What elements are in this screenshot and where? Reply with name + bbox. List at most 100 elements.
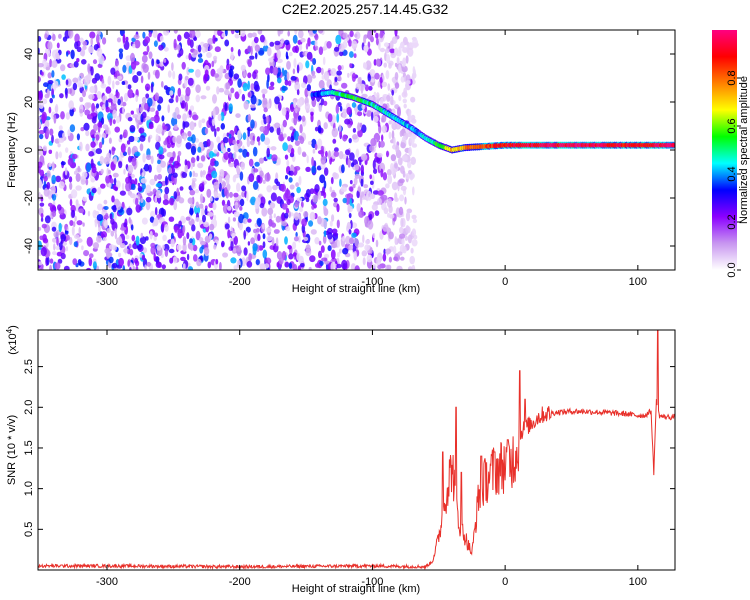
spectrogram-cell [407, 47, 414, 57]
spectrogram-cell [118, 161, 123, 169]
spectrogram-cell [46, 181, 51, 190]
spectrogram-cell [142, 247, 148, 254]
spectrogram-cell [249, 104, 256, 109]
spectrogram-cell [192, 114, 199, 121]
spectrogram-cell [306, 155, 309, 164]
spectrogram-cell [126, 207, 133, 216]
spectrogram-cell [164, 248, 169, 257]
spectrogram-cell [177, 150, 182, 157]
spectrogram-cell [46, 127, 50, 137]
spectrogram-cell [312, 30, 317, 34]
spectrogram-cell [160, 160, 167, 168]
spectrogram-cell [311, 156, 314, 167]
spectrogram-cell [187, 130, 192, 137]
spectrogram-cell [96, 265, 100, 270]
spectrogram-cell [157, 159, 161, 165]
spectrogram-cell [195, 84, 201, 93]
spectrogram-cell [388, 231, 394, 240]
spectrogram-cell [80, 127, 85, 132]
spectrogram-cell [102, 37, 107, 45]
spectrogram-cell [284, 39, 290, 46]
spectrogram-y-tick-label: -40 [23, 238, 35, 254]
spectrogram-cell [193, 254, 198, 262]
spectrogram-cell [144, 264, 147, 270]
spectrogram-cell [153, 232, 159, 237]
spectrogram-cell [282, 119, 287, 128]
spectrogram-cell [163, 243, 170, 252]
spectrogram-cell [389, 214, 395, 219]
spectrogram-cell [345, 149, 351, 156]
spectrogram-cell [212, 94, 217, 104]
spectrogram-cell [109, 178, 114, 184]
spectrogram-cell [224, 30, 228, 37]
spectrogram-cell [233, 235, 238, 246]
spectrogram-cell [380, 168, 384, 178]
spectrogram-cell [278, 102, 282, 111]
spectrogram-cell [58, 151, 63, 159]
spectrogram-cell [284, 261, 290, 268]
spectrogram-cell [274, 96, 280, 105]
spectrogram-cell [39, 180, 42, 189]
spectrogram-cell [48, 106, 52, 114]
spectrogram-cell [69, 182, 73, 190]
spectrogram-cell [299, 206, 303, 213]
spectrogram-cell [346, 195, 350, 206]
spectrogram-cell [185, 142, 192, 150]
spectrogram-cell [382, 224, 389, 232]
spectrogram-cell [240, 161, 245, 171]
spectrogram-cell [187, 266, 193, 270]
spectrogram-cell [163, 47, 169, 52]
spectrogram-cell [149, 230, 153, 240]
spectrogram-cell [294, 81, 301, 92]
spectrogram-cell [231, 233, 236, 238]
spectrogram-cell [296, 98, 303, 108]
spectrogram-cell [224, 89, 230, 96]
spectrogram-cell [147, 71, 151, 80]
spectrogram-cell [354, 238, 359, 247]
spectrogram-cell [348, 244, 354, 251]
spectrogram-cell [200, 155, 206, 162]
spectrogram-cell [353, 177, 358, 186]
spectrogram-cell [233, 247, 237, 253]
spectrogram-cell [236, 246, 242, 257]
spectrogram-cell [185, 86, 191, 97]
colorbar-tick-label: 0.4 [726, 166, 738, 181]
spectrogram-cell [178, 220, 182, 227]
spectrogram-cell [280, 183, 286, 192]
spectrogram-cell [252, 146, 258, 157]
spectrogram-cell [339, 131, 342, 136]
spectrogram-cell [285, 51, 289, 59]
spectrogram-cell [352, 134, 358, 140]
spectrogram-cell [357, 242, 365, 248]
spectrogram-cell [86, 267, 92, 270]
spectrogram-cell [228, 133, 232, 139]
spectrogram-cell [301, 82, 307, 89]
spectrogram-cell [173, 30, 178, 34]
spectrogram-cell [301, 115, 306, 122]
spectrogram-cell [208, 233, 213, 240]
spectrogram-cell [394, 47, 399, 56]
spectrogram-cell [213, 73, 220, 78]
spectrogram-cell [284, 79, 289, 86]
spectrogram-cell [145, 184, 152, 194]
spectrogram-cell [293, 116, 298, 126]
spectrogram-cell [368, 85, 373, 91]
spectrogram-cell [43, 82, 49, 88]
spectrogram-cell [366, 190, 373, 201]
spectrogram-cell [296, 64, 300, 74]
spectrogram-cell [330, 177, 334, 185]
spectrogram-cell [227, 229, 231, 239]
spectrogram-cell [317, 125, 322, 134]
spectrogram-cell [211, 170, 218, 179]
spectrogram-cell [221, 199, 226, 206]
spectrogram-cell [80, 179, 86, 185]
spectrogram-cell [402, 47, 408, 53]
spectrogram-cell [78, 208, 84, 214]
spectrogram-cell [168, 98, 174, 104]
spectrogram-cell [340, 64, 344, 71]
spectrogram-cell [246, 260, 253, 268]
spectrogram-cell [163, 58, 167, 63]
spectrogram-cell [318, 250, 322, 259]
snr-x-tick-label: 100 [629, 576, 647, 588]
spectrogram-cell [197, 146, 202, 153]
